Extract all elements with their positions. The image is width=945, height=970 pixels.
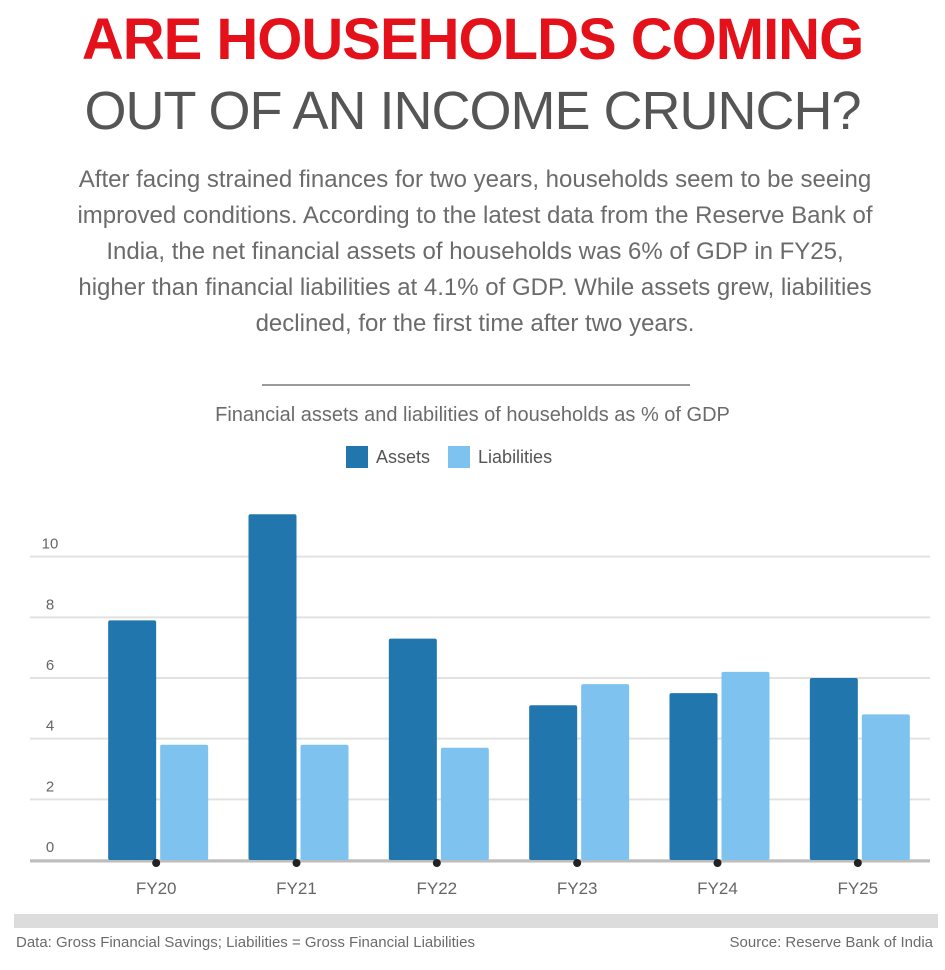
x-tick-mark: [432, 859, 441, 867]
bar-assets: [108, 620, 157, 860]
chart-heading: Financial assets and liabilities of hous…: [215, 404, 730, 426]
bar-liabilities: [861, 714, 910, 860]
bar-liabilities: [721, 671, 770, 860]
legend-item-assets: Assets: [346, 446, 430, 468]
y-tick-label: 2: [46, 778, 54, 795]
bar-liabilities: [300, 744, 349, 860]
y-tick-label: 4: [46, 718, 54, 735]
chart-description: After facing strained finances for two y…: [77, 166, 873, 337]
x-tick-label: FY24: [697, 879, 738, 898]
legend-label-liabilities: Liabilities: [478, 446, 553, 467]
legend-swatch-assets: [346, 446, 368, 468]
chart-title: ARE HOUSEHOLDS COMING: [81, 7, 864, 72]
bar-liabilities: [160, 744, 209, 860]
x-tick-label: FY21: [276, 879, 317, 898]
footer-note: Data: Gross Financial Savings; Liabiliti…: [16, 934, 475, 951]
footer-source: Source: Reserve Bank of India: [729, 934, 933, 951]
footer-band: [14, 914, 938, 928]
legend-label-assets: Assets: [376, 446, 431, 467]
legend-swatch-liabilities: [448, 446, 471, 468]
bar-liabilities: [440, 747, 489, 860]
x-tick-mark: [152, 859, 161, 867]
y-tick-label: 0: [46, 839, 54, 856]
x-tick-label: FY23: [557, 879, 598, 898]
y-tick-label: 6: [46, 657, 54, 674]
bar-assets: [248, 514, 297, 860]
bar-chart: 0 2 4 6 8 10 FY20 FY21 FY22 FY23 FY24 FY25: [30, 514, 930, 898]
x-tick-label: FY20: [136, 879, 177, 898]
bar-assets: [669, 693, 718, 860]
x-tick-mark: [573, 859, 582, 867]
legend: Assets Liabilities: [346, 444, 552, 470]
x-tick-mark: [713, 859, 722, 867]
bar-assets: [809, 678, 858, 860]
x-tick-mark: [292, 859, 301, 867]
divider: [262, 384, 690, 386]
chart-area: 0 2 4 6 8 10 FY20 FY21 FY22 FY23 FY24 FY25: [0, 488, 945, 908]
bar-assets: [529, 705, 578, 860]
x-tick-mark: [853, 859, 862, 867]
legend-item-liabilities: Liabilities: [448, 446, 552, 468]
bar-assets: [388, 638, 437, 860]
y-tick-label: 8: [46, 596, 54, 613]
x-tick-label: FY25: [838, 879, 879, 898]
chart-subtitle: OUT OF AN INCOME CRUNCH?: [84, 81, 861, 141]
x-tick-label: FY22: [417, 879, 458, 898]
bar-liabilities: [581, 684, 630, 860]
y-tick-label: 10: [42, 536, 59, 553]
